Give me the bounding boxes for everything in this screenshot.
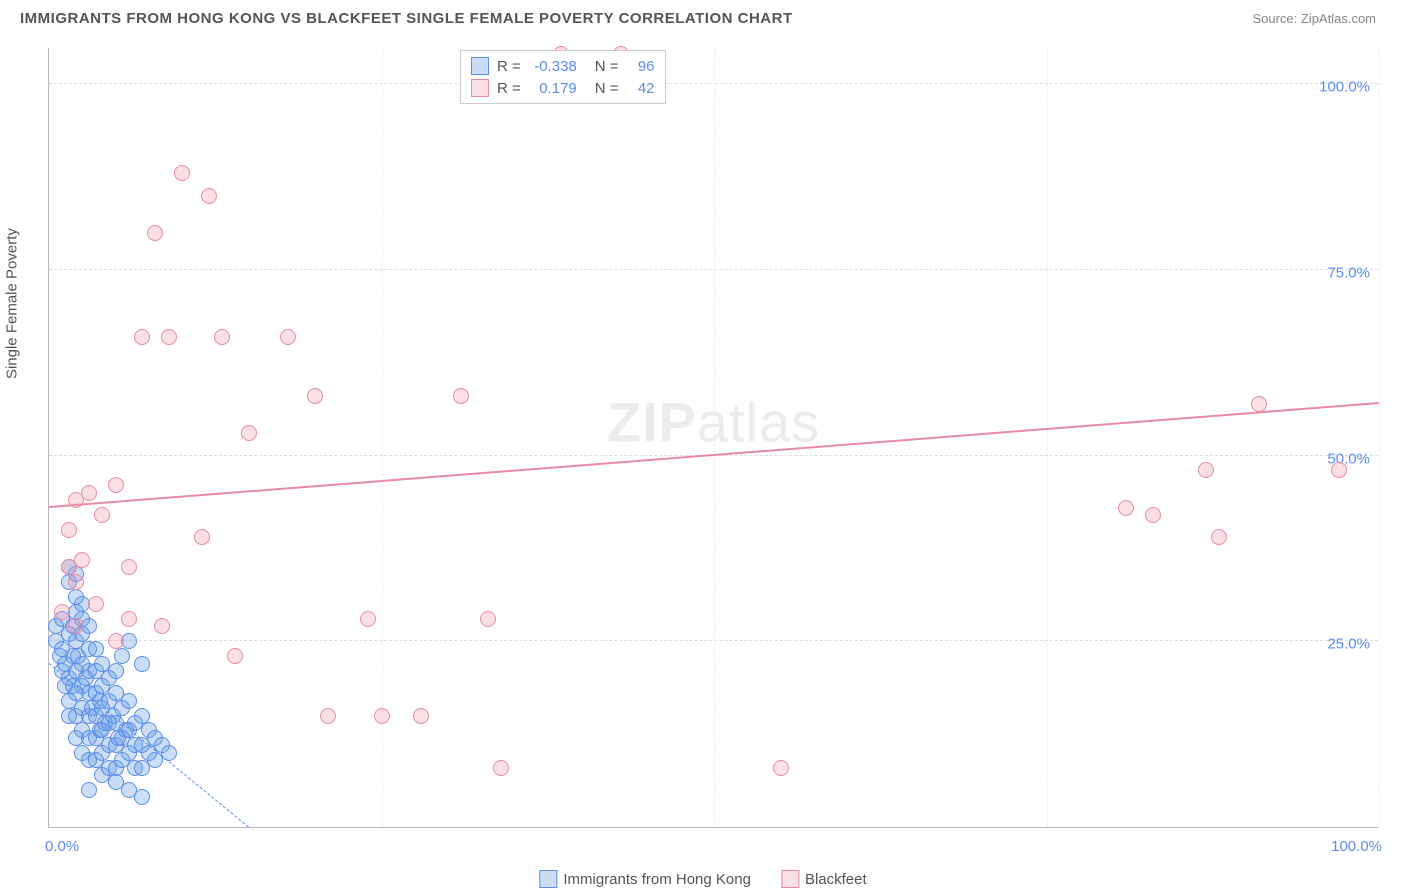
data-point [161, 329, 177, 345]
data-point [94, 507, 110, 523]
data-point [280, 329, 296, 345]
data-point [108, 477, 124, 493]
data-point [81, 485, 97, 501]
scatter-chart: ZIPatlas 25.0%50.0%75.0%100.0%0.0%100.0% [48, 48, 1378, 828]
data-point [134, 708, 150, 724]
data-point [1331, 462, 1347, 478]
data-point [307, 388, 323, 404]
stat-r-label: R = [497, 80, 521, 97]
data-point [121, 611, 137, 627]
data-point [413, 708, 429, 724]
data-point [68, 589, 84, 605]
data-point [147, 225, 163, 241]
data-point [201, 188, 217, 204]
data-point [493, 760, 509, 776]
data-point [88, 596, 104, 612]
chart-title: IMMIGRANTS FROM HONG KONG VS BLACKFEET S… [20, 10, 793, 27]
data-point [154, 618, 170, 634]
data-point [134, 789, 150, 805]
legend-item-blackfeet: Blackfeet [781, 870, 867, 888]
stat-r-label: R = [497, 58, 521, 75]
data-point [134, 656, 150, 672]
stat-r-value: 0.179 [529, 80, 577, 97]
legend-swatch-icon [471, 57, 489, 75]
legend-item-hongkong: Immigrants from Hong Kong [539, 870, 751, 888]
legend-swatch-icon [539, 870, 557, 888]
data-point [161, 745, 177, 761]
y-tick-label: 25.0% [1327, 636, 1370, 653]
stat-n-value: 96 [627, 58, 655, 75]
x-tick-label: 0.0% [45, 838, 79, 855]
data-point [194, 529, 210, 545]
data-point [68, 618, 84, 634]
data-point [108, 633, 124, 649]
data-point [1198, 462, 1214, 478]
data-point [1118, 500, 1134, 516]
legend-swatch-icon [471, 79, 489, 97]
data-point [227, 648, 243, 664]
stat-n-label: N = [595, 80, 619, 97]
data-point [480, 611, 496, 627]
stats-row: R = 0.179 N = 42 [471, 77, 655, 99]
series-legend: Immigrants from Hong Kong Blackfeet [539, 870, 866, 888]
data-point [1145, 507, 1161, 523]
data-point [54, 604, 70, 620]
data-point [374, 708, 390, 724]
data-point [114, 648, 130, 664]
data-point [134, 329, 150, 345]
y-tick-label: 100.0% [1319, 79, 1370, 96]
y-axis-label: Single Female Poverty [4, 228, 21, 379]
data-point [174, 165, 190, 181]
data-point [108, 663, 124, 679]
data-point [108, 774, 124, 790]
data-point [68, 574, 84, 590]
correlation-stats-legend: R = -0.338 N = 96 R = 0.179 N = 42 [460, 50, 666, 104]
y-tick-label: 75.0% [1327, 264, 1370, 281]
data-point [241, 425, 257, 441]
data-point [121, 693, 137, 709]
data-point [453, 388, 469, 404]
data-point [121, 559, 137, 575]
data-point [81, 782, 97, 798]
legend-label: Immigrants from Hong Kong [563, 871, 751, 888]
data-point [61, 522, 77, 538]
legend-swatch-icon [781, 870, 799, 888]
data-point [1251, 396, 1267, 412]
stat-r-value: -0.338 [529, 58, 577, 75]
data-point [74, 552, 90, 568]
gridline [714, 48, 715, 827]
data-point [320, 708, 336, 724]
stats-row: R = -0.338 N = 96 [471, 55, 655, 77]
data-point [214, 329, 230, 345]
legend-label: Blackfeet [805, 871, 867, 888]
x-tick-label: 100.0% [1331, 838, 1382, 855]
data-point [360, 611, 376, 627]
gridline [1047, 48, 1048, 827]
stat-n-label: N = [595, 58, 619, 75]
data-point [1211, 529, 1227, 545]
data-point [88, 641, 104, 657]
stat-n-value: 42 [627, 80, 655, 97]
gridline [1379, 48, 1380, 827]
data-point [773, 760, 789, 776]
source-label: Source: ZipAtlas.com [1252, 11, 1376, 26]
